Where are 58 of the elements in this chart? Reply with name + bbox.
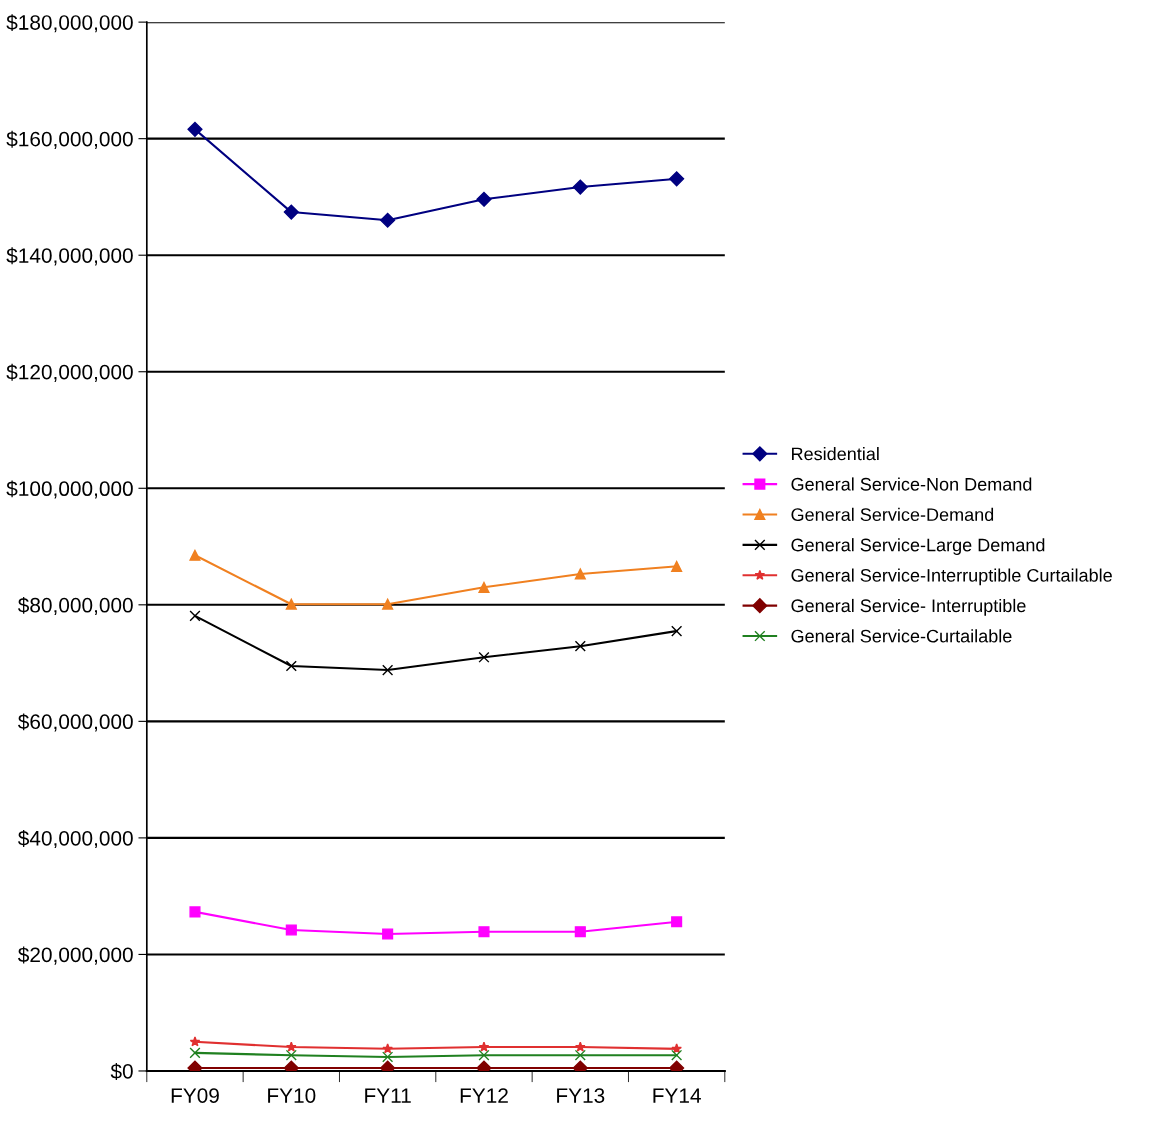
y-tick-label: $40,000,000 — [18, 830, 133, 849]
y-tick-label: $120,000,000 — [6, 363, 133, 382]
x-tick-label: FY13 — [557, 1088, 605, 1103]
point — [285, 660, 297, 672]
point — [671, 1049, 683, 1061]
point — [187, 121, 203, 137]
legend-label: General Service-Interruptible Curtailable — [791, 568, 1112, 586]
point — [478, 1041, 490, 1052]
legend-label: General Service-Curtailable — [791, 629, 1012, 643]
point — [382, 1051, 394, 1063]
legend-label: General Service-Non Demand — [791, 477, 1032, 491]
point — [671, 625, 683, 637]
point — [189, 1036, 201, 1047]
legend-label: General Service-Large Demand — [791, 538, 1045, 555]
point — [285, 1049, 297, 1061]
point — [476, 191, 492, 207]
point — [283, 204, 299, 220]
y-tick-label: $60,000,000 — [18, 713, 133, 732]
x-tick-label: FY11 — [365, 1088, 411, 1103]
point — [574, 1049, 586, 1061]
x-tick-label: FY14 — [653, 1088, 701, 1103]
point — [478, 651, 490, 663]
point — [478, 1049, 490, 1061]
point — [572, 179, 588, 195]
point — [189, 549, 201, 561]
point — [285, 1041, 297, 1052]
legend-label: General Service-Demand — [791, 507, 994, 522]
y-tick-label: $180,000,000 — [6, 14, 133, 33]
point — [669, 171, 685, 187]
point — [382, 664, 394, 676]
point — [189, 906, 201, 918]
y-tick-label: $140,000,000 — [6, 247, 133, 266]
y-tick-label: $0 — [110, 1063, 133, 1080]
y-tick-label: $160,000,000 — [6, 130, 133, 149]
legend-label: General Service- Interruptible — [791, 598, 1026, 616]
point — [574, 640, 586, 652]
point — [671, 916, 683, 928]
point — [189, 1047, 201, 1059]
point — [574, 926, 586, 938]
y-tick-label: $80,000,000 — [18, 596, 133, 616]
point — [382, 598, 394, 610]
point — [380, 212, 396, 228]
point — [285, 924, 297, 936]
point — [574, 568, 586, 580]
point — [189, 610, 201, 622]
legend-label: Residential — [792, 447, 879, 461]
x-tick-label: FY12 — [460, 1088, 508, 1103]
point — [382, 928, 394, 940]
point — [671, 560, 683, 572]
point — [478, 926, 490, 938]
y-tick-label: $100,000,000 — [6, 480, 133, 499]
point — [574, 1041, 586, 1052]
x-tick-label: FY09 — [171, 1088, 219, 1103]
point — [382, 1043, 393, 1054]
y-tick-label: $20,000,000 — [18, 946, 133, 965]
x-tick-label: FY10 — [268, 1088, 316, 1103]
point — [478, 581, 490, 593]
point — [285, 598, 297, 610]
